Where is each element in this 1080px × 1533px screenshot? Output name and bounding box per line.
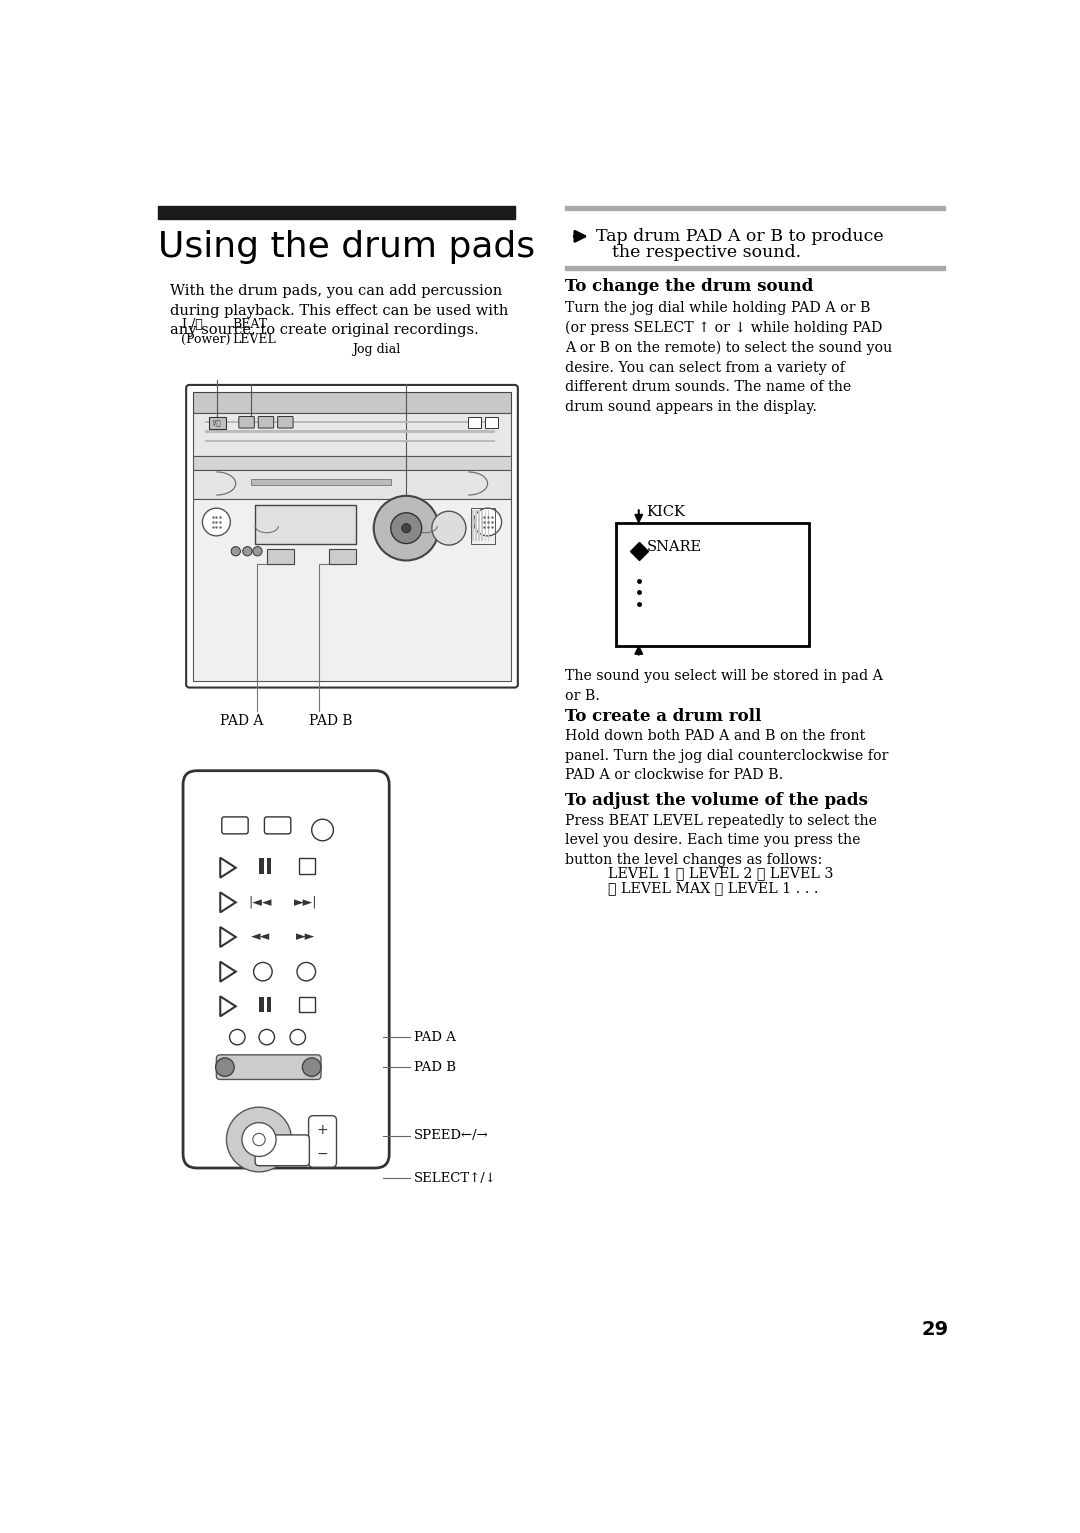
Text: BEAT
LEVEL: BEAT LEVEL bbox=[232, 317, 275, 345]
Circle shape bbox=[402, 524, 410, 533]
Bar bbox=[485, 510, 486, 541]
Text: LEVEL 1 ➜ LEVEL 2 ➜ LEVEL 3: LEVEL 1 ➜ LEVEL 2 ➜ LEVEL 3 bbox=[608, 866, 833, 880]
Text: PAD A: PAD A bbox=[414, 1030, 456, 1044]
Bar bbox=[267, 858, 271, 874]
Circle shape bbox=[391, 512, 422, 544]
Text: +: + bbox=[316, 1124, 328, 1137]
FancyBboxPatch shape bbox=[216, 1055, 321, 1079]
FancyBboxPatch shape bbox=[255, 1134, 309, 1165]
Bar bbox=[255, 504, 356, 544]
Bar bbox=[478, 510, 480, 541]
Bar bbox=[475, 510, 476, 541]
FancyBboxPatch shape bbox=[278, 417, 293, 428]
Bar bbox=[469, 417, 481, 428]
Text: PAD A: PAD A bbox=[220, 714, 264, 728]
Circle shape bbox=[202, 507, 230, 537]
Bar bbox=[205, 440, 496, 442]
Text: SNARE: SNARE bbox=[647, 541, 702, 555]
Text: KICK: KICK bbox=[647, 504, 686, 518]
Bar bbox=[193, 392, 511, 414]
Text: ➜ LEVEL MAX ➜ LEVEL 1 . . .: ➜ LEVEL MAX ➜ LEVEL 1 . . . bbox=[608, 881, 819, 895]
Text: 29: 29 bbox=[921, 1320, 948, 1338]
Text: SELECT↑/↓: SELECT↑/↓ bbox=[414, 1171, 497, 1185]
Bar bbox=[159, 205, 515, 219]
Bar bbox=[488, 510, 489, 541]
Circle shape bbox=[297, 963, 315, 981]
FancyBboxPatch shape bbox=[183, 771, 389, 1168]
Circle shape bbox=[302, 1058, 321, 1076]
Bar bbox=[485, 417, 498, 428]
Text: Hold down both PAD A and B on the front
panel. Turn the jog dial counterclockwis: Hold down both PAD A and B on the front … bbox=[565, 730, 889, 782]
Text: To adjust the volume of the pads: To adjust the volume of the pads bbox=[565, 793, 868, 809]
Circle shape bbox=[243, 547, 252, 556]
Circle shape bbox=[474, 507, 501, 537]
Circle shape bbox=[216, 1058, 234, 1076]
Bar bbox=[259, 858, 264, 874]
Text: To create a drum roll: To create a drum roll bbox=[565, 708, 761, 725]
FancyBboxPatch shape bbox=[309, 1116, 337, 1167]
Bar bbox=[205, 431, 496, 432]
Text: Jog dial: Jog dial bbox=[352, 343, 401, 356]
Text: I/⏻: I/⏻ bbox=[213, 420, 221, 426]
Text: ►►: ►► bbox=[296, 931, 315, 943]
Text: ◄◄: ◄◄ bbox=[251, 931, 270, 943]
Circle shape bbox=[227, 1107, 292, 1171]
FancyBboxPatch shape bbox=[258, 417, 273, 428]
Bar bbox=[267, 549, 294, 564]
Text: With the drum pads, you can add percussion
during playback. This effect can be u: With the drum pads, you can add percussi… bbox=[170, 284, 509, 337]
Bar bbox=[259, 996, 264, 1012]
Text: Using the drum pads: Using the drum pads bbox=[159, 230, 536, 264]
Bar bbox=[267, 996, 271, 1012]
Bar bbox=[472, 510, 474, 541]
Text: −: − bbox=[316, 1147, 328, 1160]
Bar bbox=[193, 498, 511, 681]
Bar bbox=[616, 523, 809, 645]
Bar bbox=[299, 996, 314, 1012]
Text: Tap drum PAD A or B to produce: Tap drum PAD A or B to produce bbox=[596, 228, 883, 245]
Bar bbox=[205, 422, 496, 423]
Bar bbox=[565, 205, 945, 210]
Bar bbox=[471, 507, 496, 544]
Bar bbox=[299, 858, 314, 874]
Text: Press BEAT LEVEL repeatedly to select the
level you desire. Each time you press : Press BEAT LEVEL repeatedly to select th… bbox=[565, 814, 877, 866]
Text: Turn the jog dial while holding PAD A or B
(or press SELECT ↑ or ↓ while holding: Turn the jog dial while holding PAD A or… bbox=[565, 300, 892, 414]
Circle shape bbox=[253, 1133, 266, 1145]
FancyBboxPatch shape bbox=[265, 817, 291, 834]
Circle shape bbox=[253, 547, 262, 556]
Circle shape bbox=[231, 547, 241, 556]
Bar bbox=[565, 265, 945, 270]
Text: the respective sound.: the respective sound. bbox=[612, 244, 801, 261]
Bar bbox=[208, 417, 226, 429]
Text: SPEED←/→: SPEED←/→ bbox=[414, 1130, 489, 1142]
Bar bbox=[193, 414, 511, 455]
Text: PAD B: PAD B bbox=[414, 1061, 456, 1073]
Text: The sound you select will be stored in pad A
or B.: The sound you select will be stored in p… bbox=[565, 668, 883, 702]
Circle shape bbox=[242, 1122, 276, 1156]
Circle shape bbox=[259, 1030, 274, 1046]
Text: To change the drum sound: To change the drum sound bbox=[565, 277, 813, 294]
Text: ►►|: ►►| bbox=[294, 895, 318, 909]
Circle shape bbox=[312, 819, 334, 840]
Circle shape bbox=[254, 963, 272, 981]
Bar bbox=[252, 478, 391, 484]
Bar bbox=[193, 455, 511, 469]
Circle shape bbox=[432, 510, 465, 546]
FancyBboxPatch shape bbox=[186, 385, 517, 687]
Circle shape bbox=[230, 1030, 245, 1046]
Bar bbox=[328, 549, 356, 564]
Text: PAD B: PAD B bbox=[309, 714, 353, 728]
FancyBboxPatch shape bbox=[221, 817, 248, 834]
Text: I /⏻
(Power): I /⏻ (Power) bbox=[181, 317, 231, 345]
FancyBboxPatch shape bbox=[239, 417, 255, 428]
Text: |◄◄: |◄◄ bbox=[248, 895, 272, 909]
Circle shape bbox=[374, 495, 438, 561]
Bar bbox=[482, 510, 483, 541]
Bar bbox=[193, 469, 511, 498]
Circle shape bbox=[291, 1030, 306, 1046]
